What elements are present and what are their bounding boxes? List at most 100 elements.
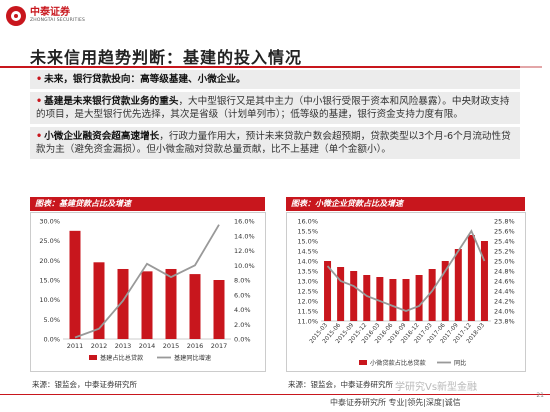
bar-mark (337, 267, 345, 321)
bar-mark (69, 230, 81, 339)
chart2-box: 11.0% 11.5% 12.0% 12.5% 13.0% 13.5% 14.0% 14.5%… (286, 212, 526, 372)
bar-mark (402, 279, 410, 321)
brand-name-en: ZHONGTAI SECURITIES (30, 18, 86, 24)
y-left-tick-label: 13.5% (297, 268, 318, 276)
page-title: 未来信用趋势判断：基建的投入情况 (30, 48, 303, 67)
bullet-bold: 基建是未来银行贷款业务的重头 (44, 96, 179, 107)
page-number: 21 (536, 392, 544, 399)
legend-bar-swatch (359, 360, 367, 365)
y-right-tick-label: 2.0% (234, 321, 251, 329)
x-tick-label: 2011 (67, 342, 84, 350)
chart1-box: 0.0% 5.0% 10.0% 15.0% 20.0% 25.0% 30.0% 0.0% 2.0… (30, 212, 266, 372)
y-left-tick-label: 20.0% (39, 257, 60, 265)
y-left-tick-label: 16.0% (297, 218, 318, 226)
bar-mark (141, 271, 153, 339)
y-left-tick-label: 13.0% (297, 278, 318, 286)
footer-text: 中泰证券研究所 专业|领先|深度|诚信 (330, 398, 461, 407)
x-tick-label: 2017 (211, 342, 228, 350)
y-left-tick-label: 30.0% (39, 218, 60, 226)
y-right-tick-label: 23.8% (494, 318, 515, 326)
bar-mark (165, 268, 177, 339)
x-tick-label: 2014 (139, 342, 156, 350)
y-right-tick-label: 25.8% (494, 218, 515, 226)
y-left-tick-label: 25.0% (39, 237, 60, 245)
y-left-tick-label: 15.0% (39, 277, 60, 285)
y-right-tick-label: 6.0% (234, 291, 251, 299)
y-left-tick-label: 10.0% (39, 296, 60, 304)
bar-mark (415, 275, 423, 321)
chart2-header: 图表：小微企业贷款占比及增速 (286, 197, 525, 211)
y-right-tick-label: 25.4% (494, 238, 515, 246)
bullet-dot: • (36, 131, 43, 142)
bar-mark (189, 274, 201, 339)
bullet-text: ，行政力量作用大，预计未来贷款户数会超预期，贷款类型以3个月-6个月流动性贷款为… (36, 131, 511, 155)
chart2-source: 来源：银监会，中泰证券研究所 (288, 380, 393, 389)
y-right-tick-label: 24.4% (494, 288, 515, 296)
bullet-list: • 未来，银行贷款投向：高等级基建、小微企业。 • 基建是未来银行贷款业务的重头，大… (30, 70, 520, 162)
bar-mark (363, 275, 371, 321)
y-right-tick-label: 24.0% (494, 308, 515, 316)
y-left-tick-label: 12.5% (297, 288, 318, 296)
bar-mark (213, 280, 225, 339)
y-right-tick-label: 0.0% (234, 336, 251, 344)
y-left-tick-label: 15.5% (297, 228, 318, 236)
bullet-dot: • (36, 74, 43, 85)
top-bar: 中泰证券 ZHONGTAI SECURITIES (0, 0, 550, 30)
y-right-tick-label: 14.0% (234, 232, 255, 240)
legend-line-label: 基建同比增速 (174, 354, 211, 362)
bullet-item: • 基建是未来银行贷款业务的重头，大中型银行又是其中主力（中小银行受限于资本和风险… (30, 92, 520, 124)
bar-mark (467, 235, 475, 321)
x-tick-label: 2013 (115, 342, 132, 350)
bar-mark (117, 268, 129, 339)
chart1-header: 图表：基建贷款占比及增速 (30, 197, 265, 211)
title-divider (0, 66, 542, 68)
y-left-tick-label: 14.0% (297, 258, 318, 266)
y-right-tick-label: 16.0% (234, 218, 255, 226)
series-line (74, 224, 220, 339)
y-left-tick-label: 5.0% (43, 316, 60, 324)
legend-line-label: 同比 (454, 359, 466, 367)
y-left-tick-label: 15.0% (297, 238, 318, 246)
x-tick-label: 2015 (163, 342, 180, 350)
series-line (326, 229, 486, 312)
chart2-svg: 11.0% 11.5% 12.0% 12.5% 13.0% 13.5% 14.0% 14.5%… (297, 218, 515, 368)
y-right-tick-label: 24.8% (494, 268, 515, 276)
y-right-tick-label: 8.0% (234, 277, 251, 285)
bullet-item: • 小微企业融资会超高速增长，行政力量作用大，预计未来贷款户数会超预期，贷款类型以… (30, 127, 520, 159)
bar-mark (389, 279, 397, 321)
footer-divider (0, 394, 550, 395)
bar-mark (428, 269, 436, 321)
y-left-tick-label: 11.5% (297, 308, 318, 316)
legend-bar-swatch (89, 355, 97, 360)
y-right-tick-label: 10.0% (234, 262, 255, 270)
y-right-tick-label: 25.0% (494, 258, 515, 266)
watermark-text: 学研究Vs新型金融 (395, 382, 478, 393)
logo-icon (6, 6, 26, 26)
bullet-text: ，大中型银行又是其中主力（中小银行受限于资本和风险暴露）。中央财政支持的项目，是… (36, 96, 510, 120)
bar-mark (376, 277, 384, 321)
chart1-svg: 0.0% 5.0% 10.0% 15.0% 20.0% 25.0% 30.0% 0.0% 2.0… (39, 218, 255, 363)
y-right-tick-label: 25.2% (494, 248, 515, 256)
bar-mark (324, 261, 332, 321)
bar-mark (454, 249, 462, 321)
x-tick-label: 2016 (187, 342, 204, 350)
brand-name-cn: 中泰证券 (30, 7, 70, 19)
legend-bar-label: 小微贷款占比总贷款 (370, 359, 426, 367)
bar-mark (441, 261, 449, 321)
brand-logo: 中泰证券 ZHONGTAI SECURITIES (6, 6, 85, 26)
y-left-tick-label: 14.5% (297, 248, 318, 256)
bar-mark (480, 241, 488, 321)
bullet-item: • 未来，银行贷款投向：高等级基建、小微企业。 (30, 70, 520, 89)
y-left-tick-label: 11.0% (297, 318, 318, 326)
y-right-tick-label: 4.0% (234, 306, 251, 314)
y-left-tick-label: 12.0% (297, 298, 318, 306)
chart1-source: 来源：银监会，中泰证券研究所 (32, 380, 137, 389)
bar-mark (93, 262, 105, 339)
y-right-tick-label: 24.6% (494, 278, 515, 286)
y-right-tick-label: 25.6% (494, 228, 515, 236)
bar-mark (350, 271, 358, 321)
y-right-tick-label: 24.2% (494, 298, 515, 306)
y-left-tick-label: 0.0% (43, 336, 60, 344)
bullet-bold: 小微企业融资会超高速增长 (44, 131, 160, 142)
legend-bar-label: 基建占比总贷款 (100, 354, 143, 362)
